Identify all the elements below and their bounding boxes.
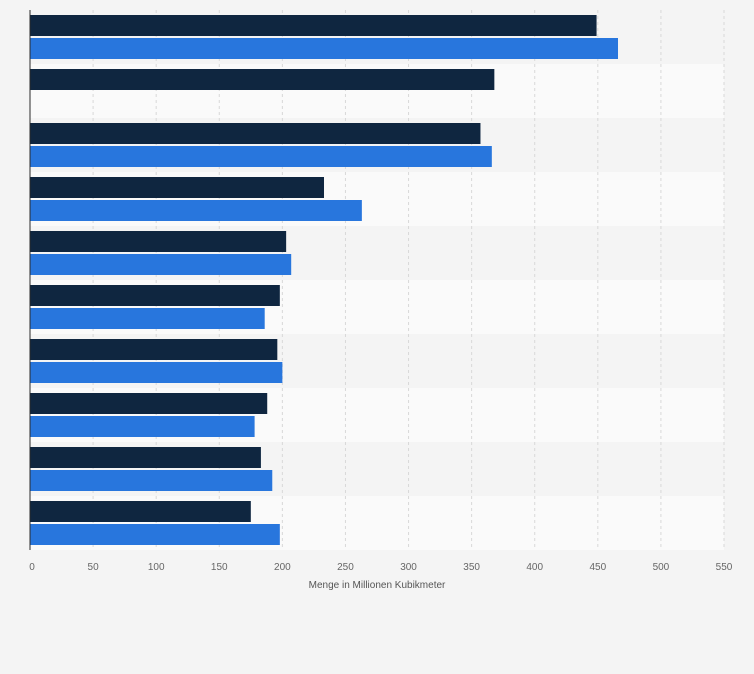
tick-label: 200 — [274, 562, 291, 573]
tick-label: 350 — [463, 562, 480, 573]
bar-series-1 — [30, 15, 597, 36]
bar-series-1 — [30, 501, 251, 522]
bars — [30, 15, 619, 545]
bar-series-2 — [30, 146, 492, 167]
tick-label: 150 — [211, 562, 228, 573]
tick-label: 0 — [29, 562, 35, 573]
bar-series-2 — [30, 362, 283, 383]
bar-series-1 — [30, 447, 261, 468]
bar-series-2 — [30, 416, 255, 437]
bar-series-1 — [30, 123, 481, 144]
bar-series-2 — [30, 254, 292, 275]
x-axis-label: Menge in Millionen Kubikmeter — [309, 580, 446, 591]
tick-label: 550 — [716, 562, 733, 573]
bar-series-1 — [30, 285, 280, 306]
tick-labels: 0 50 100 150 200 250 300 350 400 450 500 550 — [29, 562, 733, 573]
tick-label: 450 — [589, 562, 606, 573]
row-bands — [30, 10, 724, 550]
bar-series-2 — [30, 470, 273, 491]
bar-series-1 — [30, 69, 495, 90]
bar-series-2 — [30, 524, 280, 545]
tick-label: 300 — [400, 562, 417, 573]
tick-label: 250 — [337, 562, 354, 573]
bar-series-1 — [30, 339, 278, 360]
bar-series-2 — [30, 200, 362, 221]
bar-series-2 — [30, 308, 265, 329]
tick-label: 50 — [88, 562, 100, 573]
bar-series-1 — [30, 231, 287, 252]
gridlines — [92, 10, 725, 550]
bar-series-1 — [30, 393, 268, 414]
tick-label: 500 — [653, 562, 670, 573]
bar-series-1 — [30, 177, 325, 198]
bar-series-2 — [30, 38, 619, 59]
tick-label: 400 — [526, 562, 543, 573]
tick-label: 100 — [148, 562, 165, 573]
